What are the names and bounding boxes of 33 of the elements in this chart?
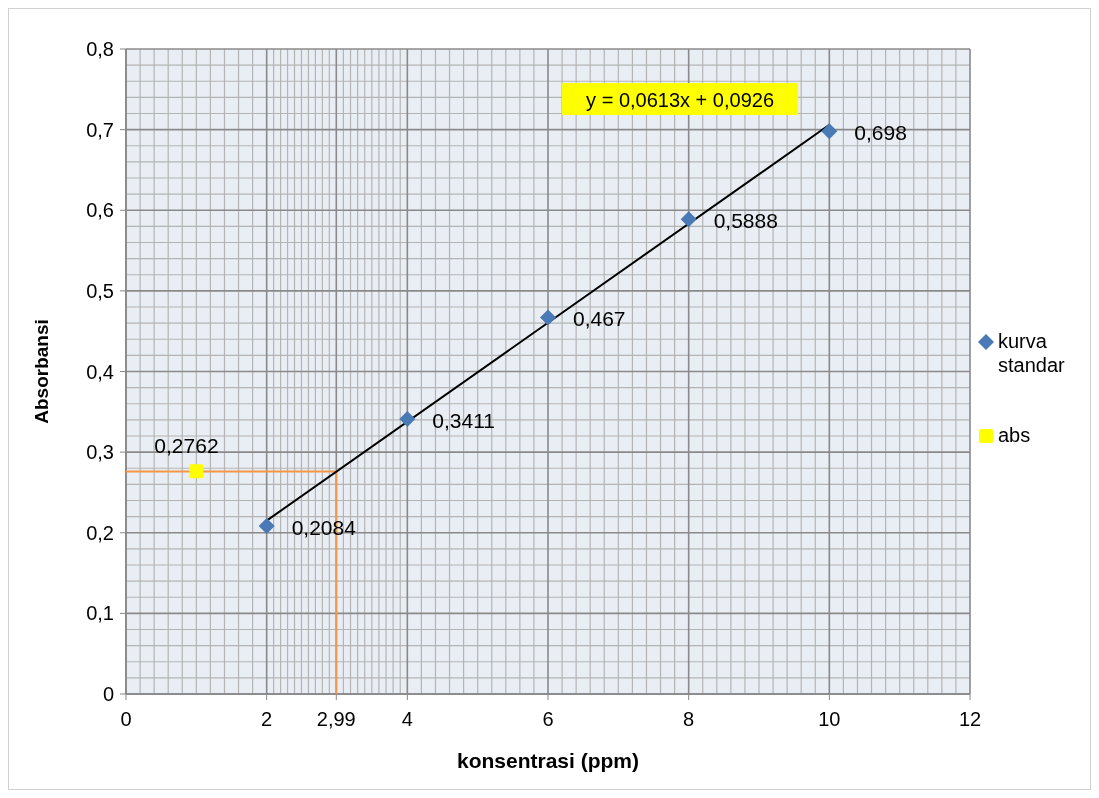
point	[821, 123, 838, 140]
data-label: 0,698	[854, 121, 907, 145]
y-tick-label: 0,6	[86, 199, 114, 222]
y-tick-label: 0	[102, 683, 114, 705]
y-tick-label: 0,5	[86, 279, 114, 302]
legend-label: kurva standar	[998, 330, 1066, 376]
y-tick-label: 0,3	[86, 441, 114, 464]
legend-label: abs	[998, 424, 1031, 446]
point	[680, 211, 697, 228]
x-tick-label: 4	[401, 708, 413, 730]
x-tick-label: 12	[958, 708, 982, 730]
point	[540, 309, 556, 326]
x-tick-label: 0	[120, 708, 132, 730]
x-tick-label: 10	[818, 708, 841, 730]
x-axis-title: konsentrasi (ppm)	[456, 749, 640, 772]
point	[258, 517, 275, 534]
y-tick-label: 0,1	[86, 602, 114, 625]
y-tick-label: 0,8	[86, 38, 114, 60]
data-label: 0,3411	[432, 408, 496, 432]
y-tick-label: 0,7	[86, 118, 114, 141]
y-axis-title: Absorbansi	[31, 319, 52, 424]
annotation: y = 0,0613x + 0,0926	[586, 89, 775, 111]
x-tick-label: 2,99	[316, 708, 356, 730]
point	[399, 410, 416, 427]
data-label: 0,467	[573, 307, 626, 331]
data-label: 0,2762	[154, 434, 219, 458]
x-tick-label: 2	[261, 708, 273, 730]
y-tick-label: 0,2	[86, 521, 114, 544]
x-tick-label: 8	[683, 708, 695, 730]
data-label: 0,5888	[713, 209, 778, 233]
y-tick-label: 0,4	[86, 360, 114, 383]
x-tick-label: 6	[542, 708, 554, 730]
point	[189, 464, 204, 479]
